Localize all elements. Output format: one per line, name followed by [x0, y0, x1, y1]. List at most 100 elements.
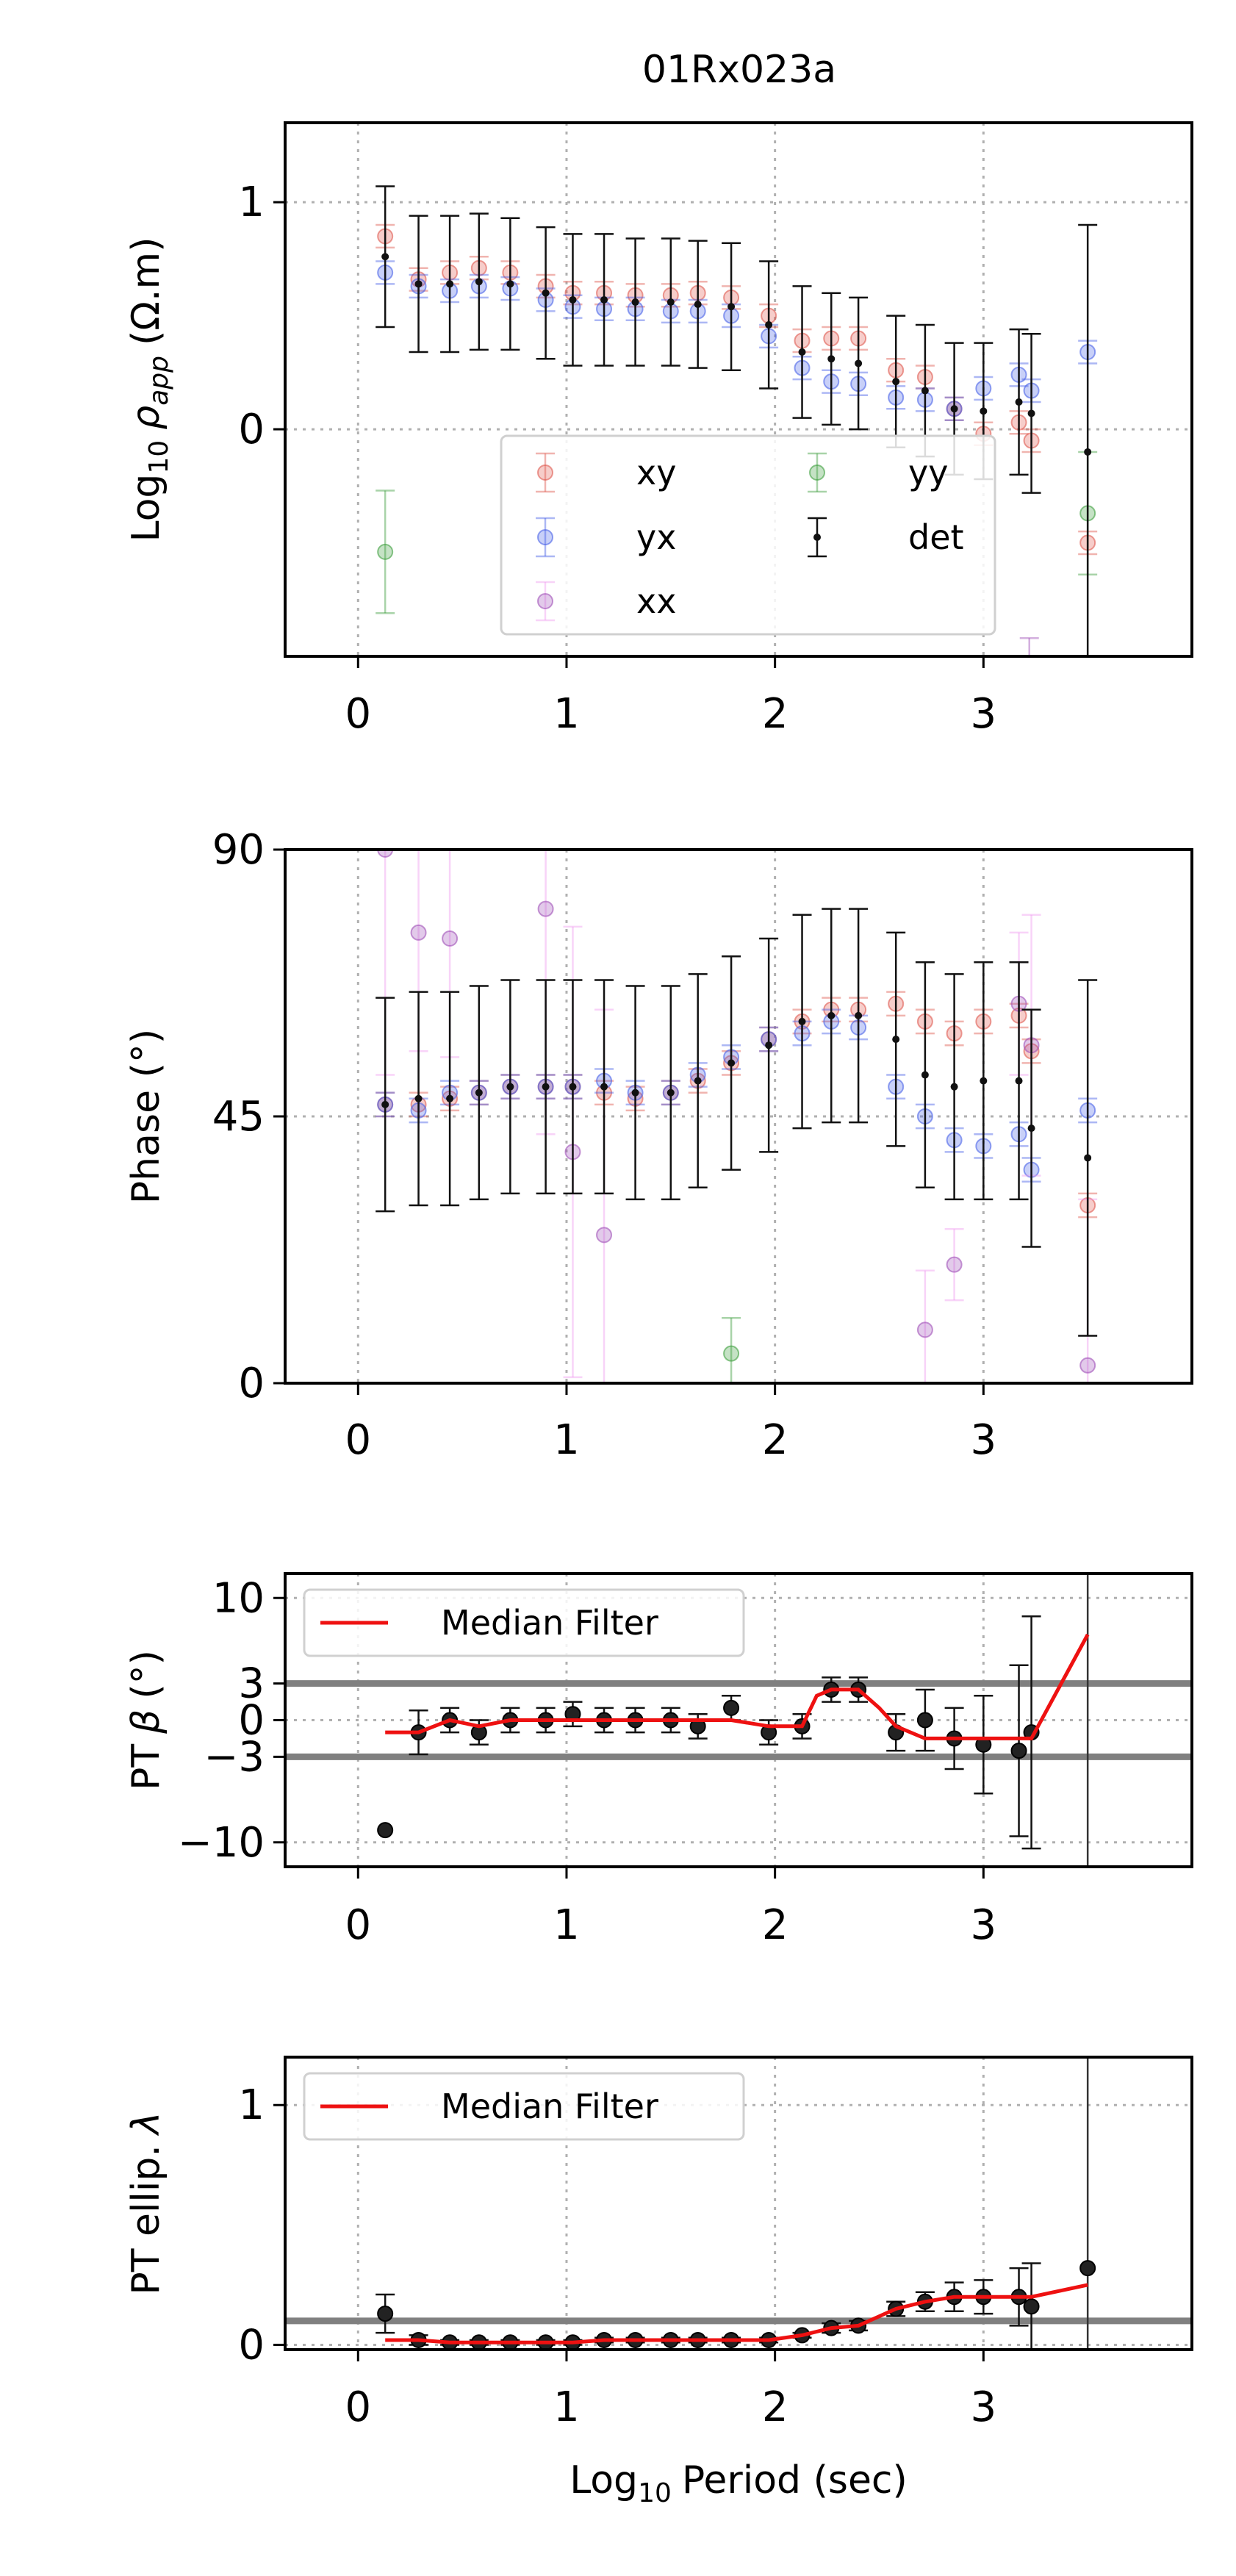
data-point-xx: [377, 850, 394, 858]
y-tick-label: 10: [212, 1574, 265, 1622]
data-point-det: [1084, 1154, 1092, 1162]
data-point-det: [475, 278, 483, 286]
y-tick-label: 0: [238, 1697, 265, 1745]
data-point: [1010, 1743, 1027, 1759]
y-tick-label: 1: [238, 179, 265, 226]
data-point-xx: [916, 1321, 933, 1338]
plot-area: [285, 123, 1192, 672]
data-point-det: [765, 1041, 773, 1050]
y-tick-label: 0: [238, 1360, 265, 1407]
legend-entry-xx: xx: [536, 581, 676, 622]
data-point-det: [892, 1036, 900, 1044]
data-point-det: [600, 295, 608, 304]
y-axis-label: PT β (°): [124, 1650, 168, 1790]
data-point-det: [727, 303, 736, 311]
data-point-det: [446, 1094, 454, 1102]
data-point-det: [446, 280, 454, 288]
data-point-xx: [442, 930, 459, 947]
x-axis-label-rest: Period (sec): [682, 2458, 908, 2503]
series-xx: [376, 850, 1098, 1383]
x-tick-label: 0: [345, 690, 371, 738]
y-axis-label-symbol: ρ: [124, 406, 168, 430]
y-axis-label-prefix: Log: [124, 474, 168, 542]
x-tick-label: 3: [971, 2383, 997, 2431]
data-point: [377, 2306, 394, 2322]
legend-marker: [537, 593, 553, 609]
y-tick-label: 0: [238, 406, 265, 453]
legend-entry-det: det: [808, 517, 964, 558]
x-axis-label-prefix: Log: [570, 2458, 638, 2503]
data-point-xx: [1022, 658, 1037, 672]
data-point-det: [827, 1011, 836, 1019]
x-axis-label: Log10 Period (sec): [570, 2458, 908, 2508]
x-tick-label: 0: [345, 2383, 371, 2431]
series-pt-data: [376, 2260, 1096, 2350]
x-tick-label: 3: [971, 1901, 997, 1949]
data-point-det: [569, 295, 577, 304]
plot-area: [285, 850, 1192, 1383]
data-point-det: [381, 253, 389, 261]
y-tick-label: 45: [212, 1093, 265, 1141]
y-axis-label-prefix: PT: [124, 1744, 168, 1790]
x-tick-label: 2: [762, 690, 788, 738]
y-axis-label-unit: (Ω.m): [124, 237, 168, 346]
legend: Median Filter: [303, 1588, 745, 1657]
legend-marker: [813, 534, 821, 541]
series-median-filter: [385, 2283, 1088, 2344]
chart-ellip: 0 1 2 3 0 1 PT ellip. λ Log10 Period (sec) Median …: [124, 2056, 1193, 2508]
data-point-det: [1015, 1077, 1023, 1085]
legend-label: xy: [636, 453, 676, 492]
data-point-det: [892, 378, 900, 386]
plot-area: [285, 1574, 1192, 1867]
y-axis-label: Phase (°): [124, 1029, 168, 1204]
data-point-det: [631, 298, 639, 306]
data-point-det: [631, 1088, 639, 1097]
data-point-det: [506, 280, 514, 288]
legend-box: [303, 2072, 745, 2141]
y-tick-label: 1: [238, 2081, 265, 2129]
y-tick-label: 3: [238, 1660, 265, 1708]
data-point-det: [414, 280, 423, 288]
data-point-xx: [1079, 1357, 1096, 1374]
series-yy: [722, 1317, 741, 1383]
data-point-det: [1027, 409, 1035, 417]
data-point: [377, 1822, 394, 1839]
y-tick-label: 90: [212, 826, 265, 874]
y-tick-label: 0: [238, 2321, 265, 2369]
data-point-det: [980, 1077, 988, 1085]
data-point-xx: [537, 900, 554, 917]
data-point-det: [666, 298, 675, 306]
x-tick-label: 3: [971, 690, 997, 738]
legend-label: yx: [636, 517, 676, 557]
data-point: [1023, 2298, 1040, 2315]
series-det: [376, 908, 1098, 1337]
data-point-det: [1084, 448, 1092, 456]
data-point-det: [694, 301, 702, 309]
x-tick-label: 1: [553, 1416, 580, 1464]
x-tick-label: 1: [553, 1901, 580, 1949]
legend-marker: [809, 464, 825, 481]
y-axis-label: Log10 ρapp (Ω.m): [124, 237, 174, 542]
data-point-det: [950, 405, 958, 413]
data-point: [916, 1712, 933, 1729]
median-filter-line: [385, 2283, 1088, 2344]
data-point-xx: [596, 1227, 613, 1244]
data-point-det: [1015, 398, 1023, 406]
data-point-det: [921, 387, 929, 395]
x-tick-label: 2: [762, 1416, 788, 1464]
data-point-det: [542, 289, 550, 297]
legend-entry-yy: yy: [808, 452, 948, 493]
y-axis-label-symbol: β: [124, 1709, 168, 1734]
data-point-det: [765, 320, 773, 329]
x-tick-label: 3: [971, 1416, 997, 1464]
data-point-det: [827, 355, 836, 363]
data-point-det: [1027, 1124, 1035, 1133]
series-xx: [1019, 637, 1039, 672]
y-tick-label: −10: [178, 1819, 265, 1867]
y-tick-label: −3: [204, 1733, 265, 1781]
data-point-det: [727, 1059, 736, 1067]
data-point-det: [569, 1083, 577, 1091]
y-axis-label-prefix: PT ellip.: [124, 2145, 168, 2295]
